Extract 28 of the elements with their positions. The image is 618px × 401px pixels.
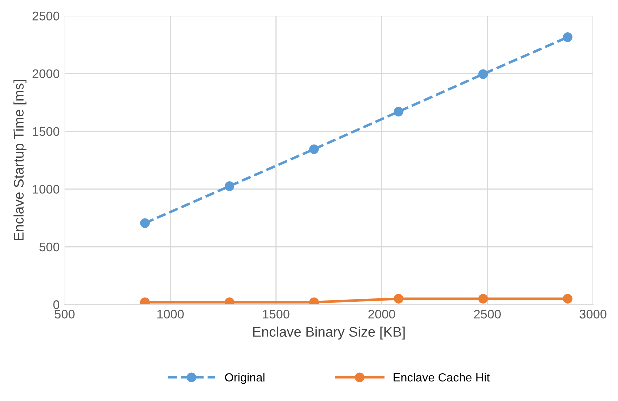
y-tick-label: 1000 (33, 185, 60, 194)
y-axis-title: Enclave Startup Time [ms] (14, 80, 27, 240)
point (563, 32, 573, 42)
x-tick-label: 3000 (580, 310, 607, 319)
point (394, 107, 404, 117)
point (563, 294, 573, 304)
y-tick-label: 2500 (32, 12, 60, 21)
y-tick-label: 1500 (33, 127, 60, 136)
point (394, 294, 404, 304)
point (140, 298, 150, 305)
point (224, 182, 235, 192)
x-tick-label: 1000 (158, 310, 184, 319)
y-tick-label: 2000 (32, 70, 60, 78)
x-axis-title: Enclave Binary Size [KB] (253, 326, 405, 340)
x-tick-label: 2500 (474, 310, 502, 319)
x-tick-label: 500 (54, 310, 75, 319)
point (478, 70, 488, 80)
x-tick-label: 1500 (263, 310, 290, 319)
point (224, 298, 235, 305)
point (140, 218, 150, 228)
point (478, 294, 488, 304)
x-tick-label: 2000 (368, 310, 396, 319)
y-tick-label: 0 (54, 300, 60, 310)
y-tick-label: 500 (40, 242, 60, 252)
legend-label: Original (225, 373, 265, 384)
point (309, 298, 320, 305)
legend-label: Enclave Cache Hit (394, 373, 490, 382)
point (309, 144, 320, 154)
